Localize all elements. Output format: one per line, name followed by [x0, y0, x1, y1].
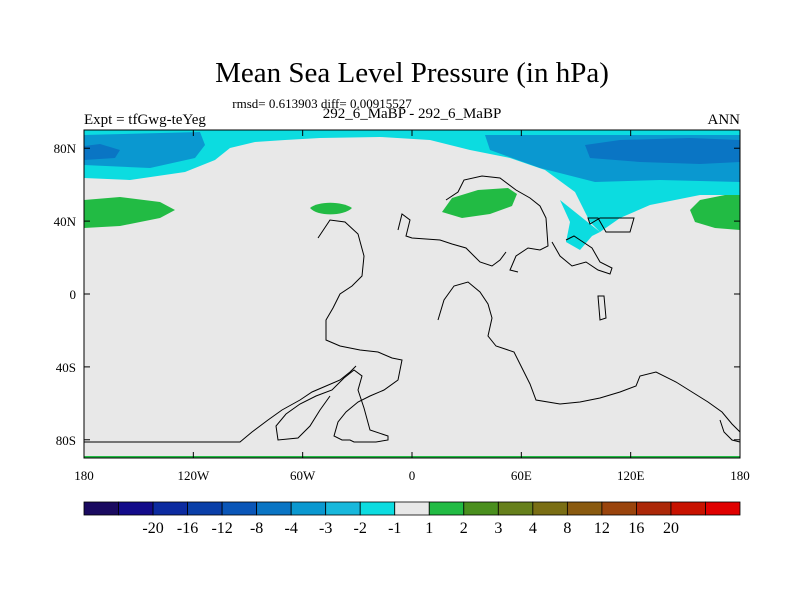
y-tick-label-2: 0 — [70, 287, 77, 302]
colorbar-swatch-13 — [532, 501, 568, 516]
colorbar-label-1: -16 — [177, 520, 198, 537]
x-tick-label-0: 180 — [74, 468, 94, 483]
coastline-island — [587, 217, 635, 233]
x-axis: 180 120W 60W 0 60E 120E 180 — [74, 130, 750, 483]
stats-text: rmsd= 0.613903 diff= 0.00915527 — [232, 96, 412, 111]
colorbar-swatch-1 — [118, 501, 154, 516]
x-tick-label-5: 120E — [617, 468, 645, 483]
y-axis: 80N 40N 0 40S 80S — [54, 141, 740, 448]
x-tick-label-6: 180 — [730, 468, 750, 483]
north-pacific-low-deep-west — [84, 144, 120, 160]
colorbar-swatch-12 — [497, 501, 534, 516]
coastline-scandinavia — [445, 175, 549, 273]
colorbar: -20 -16 -12 -8 -4 -3 -2 -1 1 2 3 4 8 12 16 20 — [83, 501, 741, 537]
coastline-africa-asia — [437, 281, 740, 433]
coastline-maritime — [597, 295, 607, 321]
colorbar-swatch-17 — [670, 501, 706, 516]
colorbar-swatch-16 — [636, 501, 672, 516]
north-atlantic-high — [310, 202, 352, 215]
colorbar-label-5: -3 — [319, 520, 332, 537]
colorbar-label-2: -12 — [211, 520, 232, 537]
map-plot: 180 120W 60W 0 60E 120E 180 80N 40N 0 40S 80S — [54, 129, 750, 483]
colorbar-swatch-0 — [83, 501, 119, 516]
colorbar-swatch-3 — [187, 501, 223, 516]
north-pacific-low-mid-west — [84, 132, 205, 168]
y-tick-label-0: 80N — [54, 141, 77, 156]
colorbar-label-15: 20 — [663, 520, 679, 537]
colorbar-swatch-4 — [221, 501, 258, 516]
x-tick-label-3: 0 — [409, 468, 416, 483]
y-tick-label-3: 40S — [56, 360, 76, 375]
north-pacific-high-west — [84, 197, 175, 228]
colorbar-label-14: 16 — [628, 520, 644, 537]
north-pacific-low-deep-east — [585, 138, 740, 164]
colorbar-swatch-8 — [359, 501, 396, 516]
colorbar-label-6: -2 — [354, 520, 367, 537]
colorbar-swatch-18 — [705, 501, 741, 516]
colorbar-swatch-5 — [256, 501, 292, 516]
colorbar-swatch-7 — [325, 501, 361, 516]
colorbar-label-9: 2 — [460, 520, 468, 537]
colorbar-label-11: 4 — [529, 520, 537, 537]
colorbar-swatch-11 — [463, 501, 499, 516]
contour-field — [84, 130, 740, 458]
x-tick-label-1: 120W — [177, 468, 210, 483]
colorbar-swatch-15 — [601, 501, 637, 516]
x-tick-label-2: 60W — [290, 468, 316, 483]
season-label: ANN — [708, 112, 741, 128]
colorbar-label-12: 8 — [563, 520, 571, 537]
colorbar-label-3: -8 — [250, 520, 263, 537]
colorbar-swatch-9 — [394, 501, 430, 516]
colorbar-label-7: -1 — [388, 520, 401, 537]
colorbar-swatch-14 — [566, 501, 603, 516]
y-tick-label-4: 80S — [56, 433, 76, 448]
coastline-americas — [275, 219, 403, 443]
north-pacific-high-east — [690, 195, 740, 230]
coastlines — [84, 175, 740, 443]
coastline-asia-east — [551, 235, 613, 275]
coastline-antarctica — [84, 365, 740, 443]
colorbar-label-4: -4 — [284, 520, 297, 537]
eurasian-high — [442, 188, 517, 218]
colorbar-swatch-2 — [152, 501, 188, 516]
colorbar-label-8: 1 — [425, 520, 433, 537]
case-label: 292_6_MaBP - 292_6_MaBP — [323, 106, 502, 122]
x-tick-label-4: 60E — [511, 468, 532, 483]
colorbar-swatch-6 — [290, 501, 327, 516]
colorbar-label-10: 3 — [494, 520, 502, 537]
coastline-greenland-europe — [397, 213, 507, 267]
experiment-label: Expt = tfGwg-teYeg — [84, 112, 206, 128]
colorbar-swatch-10 — [428, 501, 465, 516]
y-tick-label-1: 40N — [54, 214, 77, 229]
colorbar-label-0: -20 — [142, 520, 163, 537]
chart-title: Mean Sea Level Pressure (in hPa) — [215, 57, 609, 89]
colorbar-label-13: 12 — [594, 520, 610, 537]
